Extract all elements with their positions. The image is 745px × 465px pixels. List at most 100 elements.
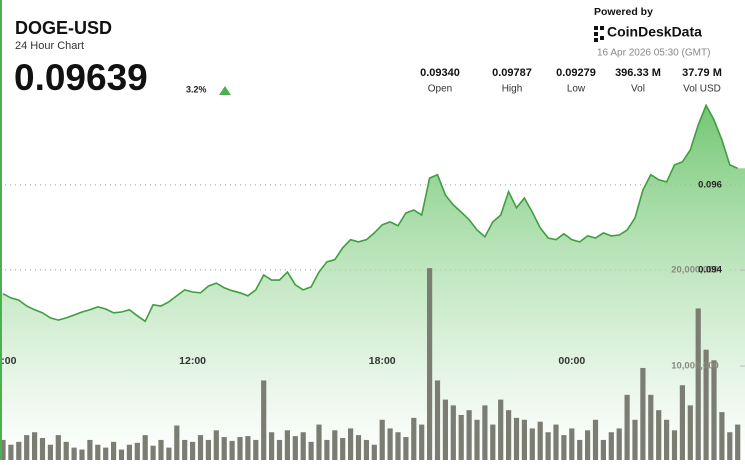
volume-bar	[529, 428, 535, 462]
volume-bar	[561, 435, 567, 462]
volume-bar	[71, 447, 77, 462]
volume-bar	[308, 441, 314, 462]
volume-bar	[32, 432, 38, 462]
stats: 0.09340 Open 0.09787 High 0.09279 Low 396.33 M…	[420, 67, 722, 95]
volume-bar	[719, 412, 725, 462]
volume-bar	[569, 428, 575, 462]
powered-by: Powered by	[594, 6, 653, 18]
y-tick-label: 0.096	[698, 179, 722, 190]
x-tick-label: 06:00	[0, 355, 17, 367]
price: 0.09639	[14, 57, 148, 98]
volume-bar	[632, 419, 638, 462]
volume-bar	[269, 432, 275, 462]
volume-bar	[577, 439, 583, 462]
volume-bar	[229, 440, 235, 462]
volume-bar	[284, 430, 290, 462]
volume-bar	[427, 268, 433, 462]
volume-bar	[8, 444, 14, 462]
volume-bar	[221, 437, 227, 462]
volume-bar	[261, 380, 267, 462]
volume-bar	[316, 424, 322, 462]
volume-bar	[253, 439, 259, 462]
stat-label: Vol	[631, 84, 645, 95]
y2-tick-label: 20,000,000	[671, 265, 719, 276]
volume-bar	[679, 385, 685, 462]
volume-bar	[585, 430, 591, 462]
volume-bar	[442, 399, 448, 462]
volume-bar	[545, 432, 551, 462]
timestamp: 16 Apr 2026 05:30 (GMT)	[597, 48, 710, 59]
volume-bar	[158, 439, 164, 462]
price-area	[0, 105, 745, 460]
volume-bar	[118, 449, 125, 462]
volume-bar	[237, 437, 243, 462]
volume-bar	[600, 439, 606, 462]
x-tick-label: 00:00	[558, 355, 585, 367]
price-line	[2, 103, 739, 323]
volume-bar	[592, 419, 599, 462]
volume-bar	[687, 405, 693, 462]
volume-bar	[616, 428, 622, 462]
volume-bar	[205, 439, 211, 462]
volume-bar	[197, 435, 204, 462]
volume-bar	[363, 439, 369, 462]
title: DOGE-USD	[15, 18, 112, 38]
stat-label: Low	[567, 84, 586, 95]
volume-bar	[142, 435, 148, 462]
volume-bar	[727, 432, 733, 462]
volume-bar	[695, 308, 701, 462]
volume-bar	[47, 444, 53, 462]
volume-bar	[324, 439, 330, 462]
volume-bar	[276, 439, 283, 462]
stat-value: 0.09787	[492, 67, 532, 79]
x-tick-label: 12:00	[179, 355, 206, 367]
volume-bar	[340, 438, 346, 462]
volume-bar	[245, 436, 251, 462]
volume-bar	[39, 438, 46, 462]
volume-bar	[419, 424, 425, 462]
volume-bar	[0, 439, 6, 462]
volume-bar	[656, 410, 662, 462]
volume-bar	[355, 435, 362, 462]
volume-bar	[482, 405, 488, 462]
volume-bar	[190, 441, 196, 462]
volume-bar	[474, 419, 480, 462]
volume-bar	[332, 430, 338, 462]
stat-value: 0.09279	[556, 67, 596, 79]
volume-bar	[63, 441, 69, 462]
volume-bar	[103, 447, 109, 462]
volume-bar	[458, 414, 464, 462]
volume-bar	[126, 444, 132, 462]
volume-bar	[506, 410, 512, 462]
volume-bar	[292, 436, 298, 462]
volume-bar	[55, 435, 61, 462]
volume-bar	[24, 435, 30, 462]
volume-bar	[95, 444, 101, 462]
stat-value: 0.09340	[420, 67, 460, 79]
volume-bar	[671, 430, 678, 462]
volume-bar	[513, 417, 520, 462]
stat-label: Vol USD	[683, 84, 721, 95]
change: 3.2%	[186, 84, 207, 94]
volume-bar	[648, 394, 654, 462]
volume-bar	[16, 441, 22, 462]
stat-label: Open	[428, 84, 452, 95]
stat-value: 396.33 M	[615, 67, 661, 79]
volume-bar	[134, 442, 140, 462]
volume-bar	[537, 421, 543, 462]
y-tick-label: 0.094	[698, 264, 722, 275]
volume-bar	[371, 444, 377, 462]
left-border	[0, 0, 2, 460]
stat-value: 37.79 M	[682, 67, 722, 79]
volume-bar	[182, 439, 188, 462]
volume-bar	[403, 437, 409, 462]
volume-bar	[411, 417, 417, 462]
x-tick-label: 18:00	[369, 355, 396, 367]
volume-bar	[553, 424, 559, 462]
volume-bar	[624, 394, 630, 462]
volume-bar	[379, 419, 385, 462]
volume-bar	[703, 349, 709, 462]
volume-bar	[111, 441, 117, 462]
volume-bar	[735, 424, 741, 462]
volume-bar	[395, 432, 401, 462]
